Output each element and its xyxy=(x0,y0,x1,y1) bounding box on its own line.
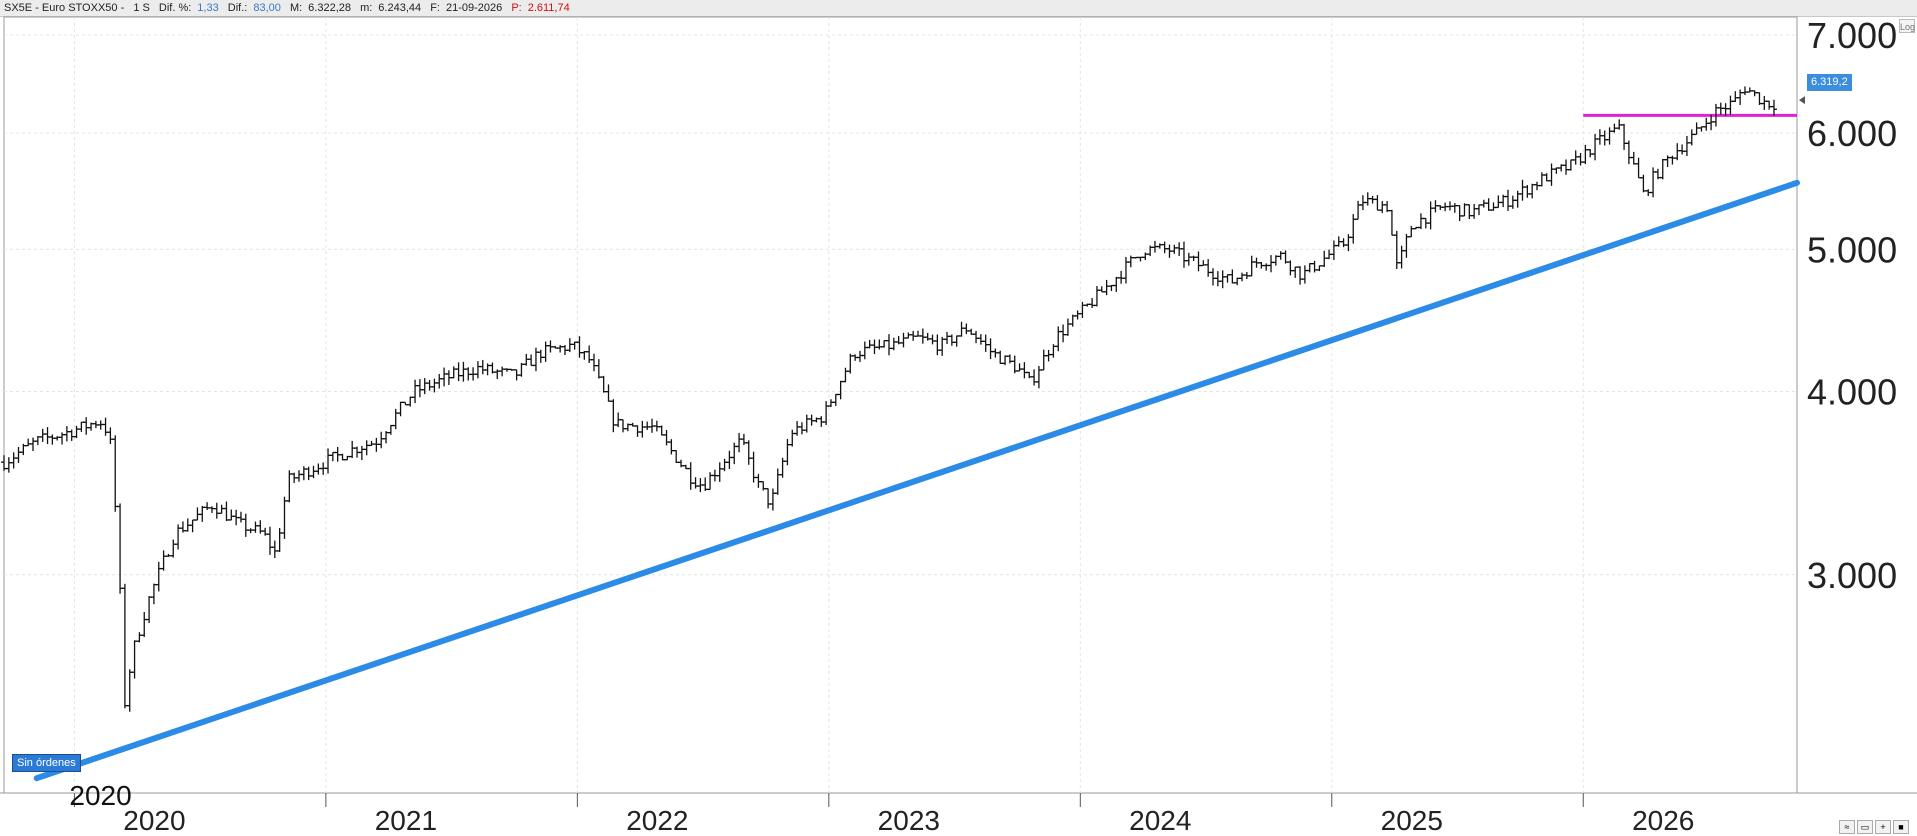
date-value: 21-09-2026 xyxy=(445,2,503,14)
dif-pct-value: 1,33 xyxy=(197,2,219,14)
x-tick-label: 2025 xyxy=(1381,805,1443,836)
y-tick-label: 3.000 xyxy=(1807,555,1897,596)
min-value: 6.243,44 xyxy=(378,2,422,14)
support-trendline[interactable] xyxy=(33,179,1800,782)
x-tick-label: 2021 xyxy=(375,805,437,836)
x-tick-label: 2022 xyxy=(626,805,688,836)
resize-icon[interactable]: + xyxy=(1875,820,1891,834)
dif-value: 83,00 xyxy=(253,2,281,14)
x-tick-label: 2020 xyxy=(123,805,185,836)
period-label: 1 S xyxy=(133,2,150,14)
y-tick-label: 5.000 xyxy=(1807,229,1897,270)
dif-label: Dif.: xyxy=(227,2,248,14)
max-value: 6.322,28 xyxy=(308,2,351,14)
y-tick-label: 4.000 xyxy=(1807,371,1897,412)
chart-annotation: 2020 xyxy=(69,780,131,811)
y-tick-label: 6.000 xyxy=(1807,113,1897,154)
square-icon[interactable]: ■ xyxy=(1893,820,1909,834)
orders-badge[interactable]: Sin órdenes xyxy=(12,754,81,772)
x-tick-label: 2024 xyxy=(1129,805,1191,836)
x-tick-label: 2023 xyxy=(878,805,940,836)
symbol-label: SX5E - Euro STOXX50 - xyxy=(4,2,125,14)
min-label: m: xyxy=(360,2,373,14)
bottom-toolbar: ≈ ▭ + ■ xyxy=(1839,820,1909,834)
dif-pct-label: Dif. %: xyxy=(158,2,192,14)
p-label: P: xyxy=(511,2,522,14)
p-value: 2.611,74 xyxy=(527,2,570,14)
x-tick-label: 2026 xyxy=(1632,805,1694,836)
log-scale-toggle[interactable]: Log xyxy=(1899,19,1915,33)
y-tick-label: 7.000 xyxy=(1807,15,1897,56)
last-price-marker xyxy=(1799,96,1805,105)
max-label: M: xyxy=(289,2,303,14)
header-bar: SX5E - Euro STOXX50 - 1 S Dif. %: 1,33 Di… xyxy=(0,0,1917,17)
save-icon[interactable]: ▭ xyxy=(1857,820,1873,834)
last-price-tag: 6.319,2 xyxy=(1807,74,1852,91)
tool-1-icon[interactable]: ≈ xyxy=(1839,820,1855,834)
date-label: F: xyxy=(430,2,440,14)
